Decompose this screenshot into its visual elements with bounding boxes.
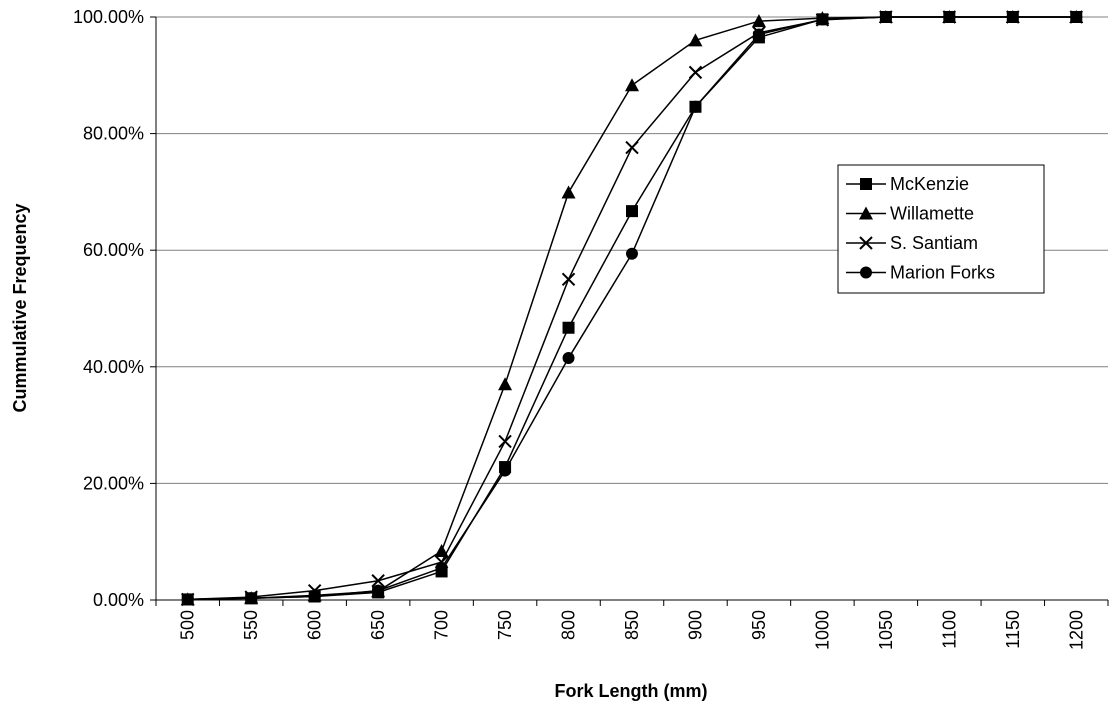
series-line	[187, 16, 1077, 601]
data-point	[879, 11, 892, 23]
x-tick-label: 1000	[812, 610, 832, 650]
legend-marker	[860, 266, 872, 279]
legend-label: S. Santiam	[890, 233, 978, 253]
y-tick-label: 100.00%	[73, 7, 144, 27]
data-point	[308, 590, 321, 603]
data-point	[434, 544, 449, 558]
x-tick-label: 850	[622, 610, 642, 640]
legend-label: Marion Forks	[890, 263, 995, 283]
data-point	[561, 185, 576, 199]
series-line	[187, 16, 1077, 601]
x-tick-label: 550	[241, 610, 261, 640]
data-point	[688, 33, 703, 47]
series-line	[187, 16, 1077, 601]
data-point	[371, 574, 385, 588]
data-point	[372, 584, 385, 597]
data-point	[688, 65, 703, 80]
data-point	[816, 13, 829, 26]
legend-box	[837, 164, 1045, 294]
x-tick-label: 500	[178, 610, 198, 640]
legend-marker	[860, 178, 872, 190]
y-tick-label: 60.00%	[83, 240, 144, 260]
data-point	[1070, 11, 1083, 23]
y-tick-label: 0.00%	[93, 590, 144, 610]
data-point	[625, 78, 639, 92]
data-point	[245, 592, 258, 605]
legend-marker	[859, 236, 873, 250]
x-tick-label: 950	[749, 610, 769, 640]
x-axis-title: Fork Length (mm)	[555, 681, 708, 701]
data-point	[181, 593, 194, 606]
data-point	[1006, 11, 1019, 23]
y-axis-title: Cummulative Frequency	[10, 203, 30, 412]
data-point	[625, 140, 639, 155]
legend-label: Willamette	[890, 204, 974, 224]
legend-label: McKenzie	[890, 174, 969, 194]
data-point	[499, 464, 512, 477]
series-line	[187, 16, 1077, 601]
data-point	[561, 272, 576, 287]
data-point	[498, 434, 512, 449]
data-point	[689, 100, 702, 113]
x-tick-label: 1100	[939, 610, 959, 649]
data-point	[626, 205, 638, 218]
x-tick-label: 700	[432, 610, 452, 640]
y-tick-label: 40.00%	[83, 357, 144, 377]
data-point	[943, 11, 956, 23]
x-tick-label: 800	[559, 610, 579, 640]
x-tick-label: 1200	[1066, 610, 1086, 650]
y-tick-label: 80.00%	[83, 124, 144, 144]
data-point	[435, 561, 448, 574]
data-point	[751, 14, 766, 28]
data-point	[752, 28, 765, 41]
x-tick-label: 1150	[1003, 610, 1023, 649]
data-point	[562, 321, 575, 334]
data-point	[498, 377, 513, 391]
data-point	[562, 352, 575, 365]
y-tick-label: 20.00%	[83, 473, 144, 493]
x-tick-label: 650	[368, 610, 388, 640]
x-tick-label: 900	[685, 610, 705, 640]
x-tick-label: 750	[495, 610, 515, 640]
x-tick-label: 600	[305, 610, 325, 640]
x-tick-label: 1050	[876, 610, 896, 650]
data-point	[626, 247, 638, 260]
legend-marker	[859, 206, 873, 220]
